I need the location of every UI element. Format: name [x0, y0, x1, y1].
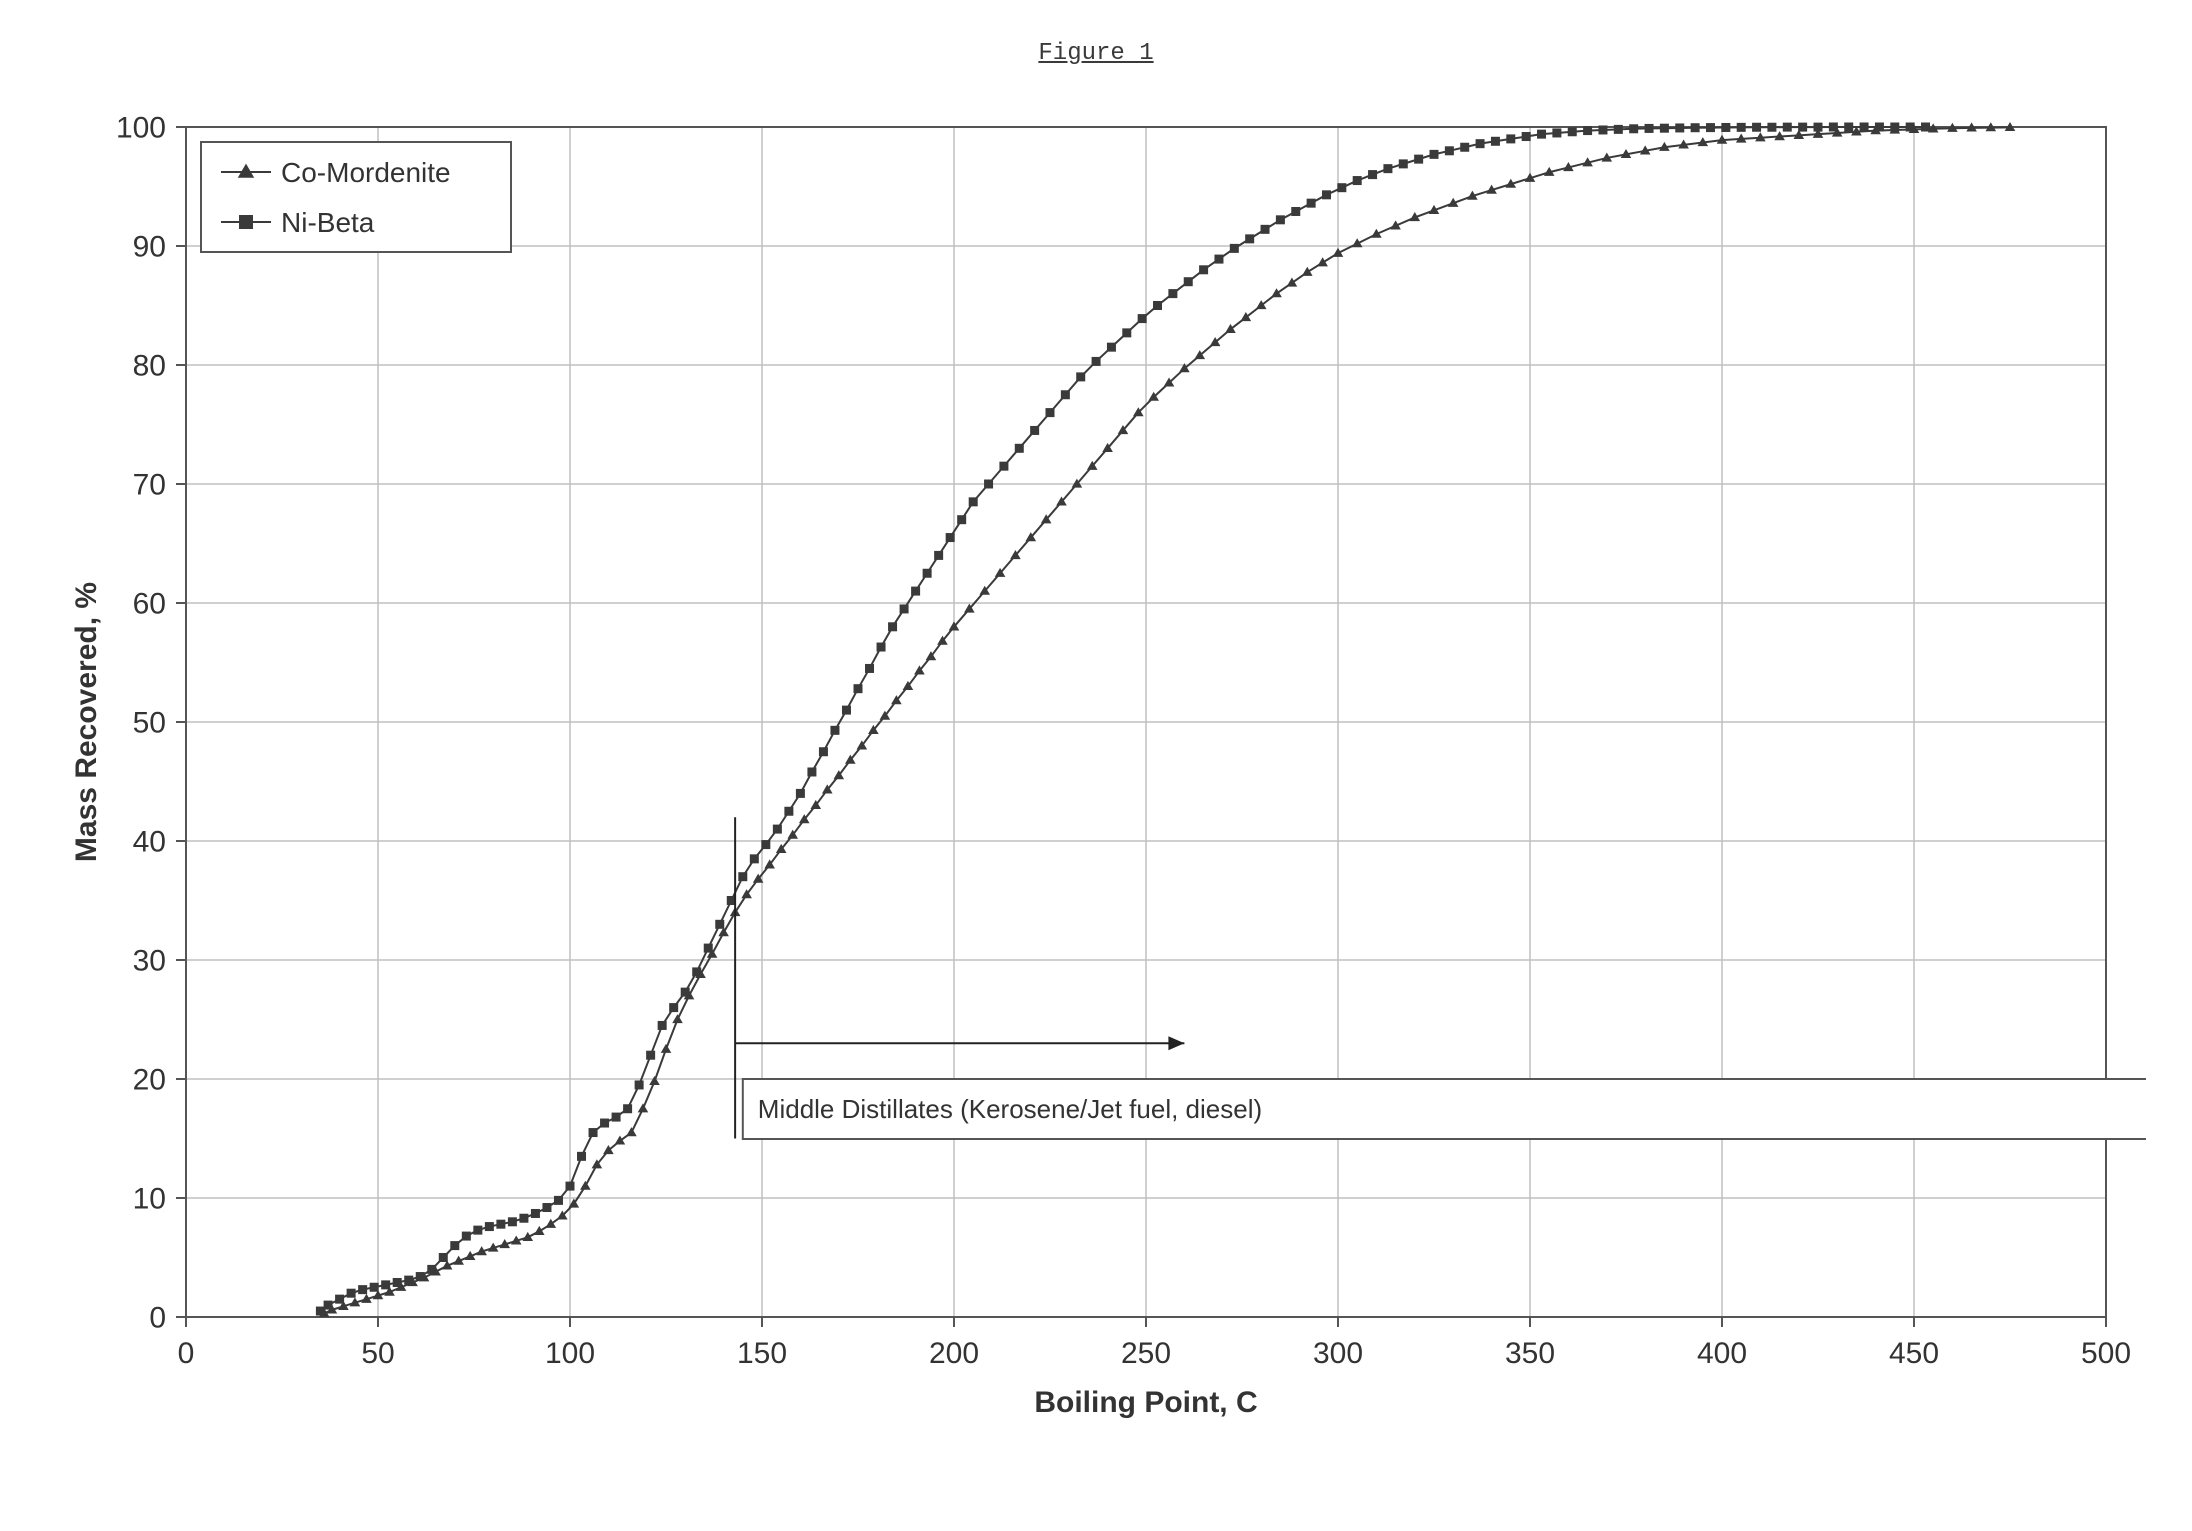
- svg-text:250: 250: [1121, 1337, 1171, 1370]
- svg-text:50: 50: [133, 707, 166, 740]
- svg-text:20: 20: [133, 1064, 166, 1097]
- svg-text:300: 300: [1313, 1337, 1363, 1370]
- svg-text:Ni-Beta: Ni-Beta: [281, 207, 375, 238]
- svg-text:200: 200: [929, 1337, 979, 1370]
- svg-text:60: 60: [133, 588, 166, 621]
- svg-text:70: 70: [133, 469, 166, 502]
- chart-svg: 0 50 100 150 200 250 300 350 400 450 500 0 10 20 30 40 5…: [46, 87, 2146, 1467]
- figure-title: Figure 1: [40, 40, 2152, 67]
- svg-text:10: 10: [133, 1183, 166, 1216]
- chart-container: 0 50 100 150 200 250 300 350 400 450 500 0 10 20 30 40 5…: [46, 87, 2146, 1467]
- svg-text:0: 0: [178, 1337, 195, 1370]
- svg-text:40: 40: [133, 826, 166, 859]
- svg-text:100: 100: [545, 1337, 595, 1370]
- svg-text:400: 400: [1697, 1337, 1747, 1370]
- svg-text:Middle Distillates (Kerosene/J: Middle Distillates (Kerosene/Jet fuel, d…: [758, 1094, 1262, 1124]
- svg-text:100: 100: [116, 112, 166, 145]
- svg-text:500: 500: [2081, 1337, 2131, 1370]
- svg-text:80: 80: [133, 350, 166, 383]
- svg-text:450: 450: [1889, 1337, 1939, 1370]
- svg-text:150: 150: [737, 1337, 787, 1370]
- svg-text:50: 50: [361, 1337, 394, 1370]
- svg-text:30: 30: [133, 945, 166, 978]
- svg-text:0: 0: [149, 1302, 166, 1335]
- svg-text:Boiling Point, C: Boiling Point, C: [1034, 1386, 1257, 1419]
- svg-text:Co-Mordenite: Co-Mordenite: [281, 157, 451, 188]
- svg-text:350: 350: [1505, 1337, 1555, 1370]
- svg-text:Mass Recovered, %: Mass Recovered, %: [70, 582, 103, 862]
- svg-text:90: 90: [133, 231, 166, 264]
